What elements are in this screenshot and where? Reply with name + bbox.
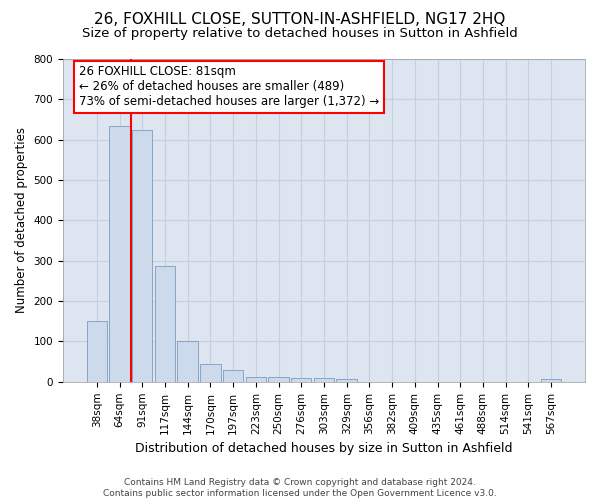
Text: 26 FOXHILL CLOSE: 81sqm
← 26% of detached houses are smaller (489)
73% of semi-d: 26 FOXHILL CLOSE: 81sqm ← 26% of detache… xyxy=(79,66,379,108)
Text: 26, FOXHILL CLOSE, SUTTON-IN-ASHFIELD, NG17 2HQ: 26, FOXHILL CLOSE, SUTTON-IN-ASHFIELD, N… xyxy=(94,12,506,28)
Bar xyxy=(109,126,130,382)
Y-axis label: Number of detached properties: Number of detached properties xyxy=(15,128,28,314)
X-axis label: Distribution of detached houses by size in Sutton in Ashfield: Distribution of detached houses by size … xyxy=(135,442,513,455)
Bar xyxy=(291,378,311,382)
Text: Size of property relative to detached houses in Sutton in Ashfield: Size of property relative to detached ho… xyxy=(82,28,518,40)
Text: Contains HM Land Registry data © Crown copyright and database right 2024.
Contai: Contains HM Land Registry data © Crown c… xyxy=(103,478,497,498)
Bar xyxy=(86,322,107,382)
Bar xyxy=(268,377,289,382)
Bar xyxy=(200,364,221,382)
Bar xyxy=(314,378,334,382)
Bar xyxy=(132,130,152,382)
Bar xyxy=(178,340,198,382)
Bar xyxy=(541,378,561,382)
Bar xyxy=(155,266,175,382)
Bar xyxy=(245,377,266,382)
Bar xyxy=(337,378,357,382)
Bar xyxy=(223,370,244,382)
